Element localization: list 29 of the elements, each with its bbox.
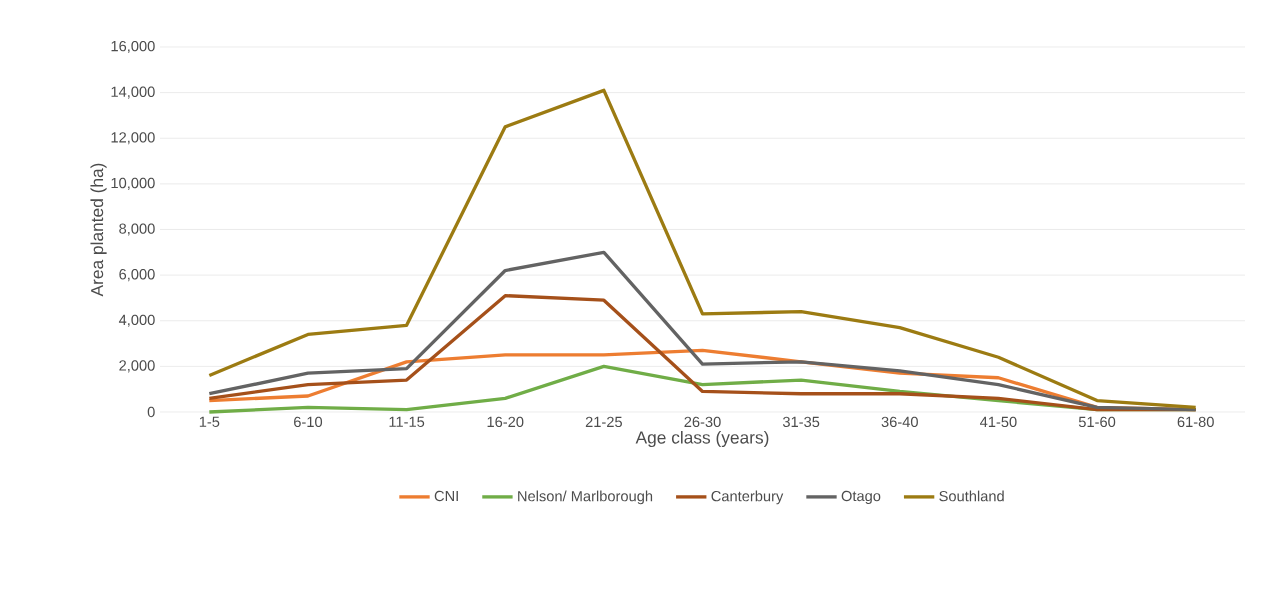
x-tick-label: 6-10 [294, 416, 323, 428]
x-tick-label: 1-5 [199, 416, 220, 427]
x-tick-label: 11-15 [389, 416, 425, 427]
y-axis-title: Area planted (ha) [90, 163, 107, 297]
x-tick-label: 21-25 [585, 416, 622, 428]
y-tick-label: 12,000 [111, 132, 155, 145]
y-tick-label: 14,000 [111, 86, 155, 99]
y-tick-label: 10,000 [111, 177, 155, 190]
x-tick-label: 51-60 [1078, 416, 1116, 428]
x-tick-label: 26-30 [684, 416, 721, 428]
x-tick-label: 31-35 [782, 416, 820, 428]
x-axis-title: Age class (years) [635, 430, 769, 448]
y-tick-label: 8,000 [119, 223, 155, 236]
legend-label: Canterbury [711, 490, 784, 505]
x-tick-label: 61-80 [1177, 416, 1214, 428]
y-tick-label: 6,000 [119, 269, 155, 282]
line-series [207, 250, 1198, 412]
legend-label: Southland [939, 490, 1004, 502]
y-tick-label: 0 [147, 406, 155, 418]
line-series [207, 88, 1198, 410]
legend-label: Nelson/ Marlborough [518, 490, 653, 505]
x-tick-label: 16-20 [487, 416, 524, 428]
legend-label: Otago [841, 490, 881, 505]
y-tick-label: 2,000 [119, 360, 155, 373]
y-tick-label: 4,000 [118, 314, 155, 327]
x-tick-label: 36-40 [881, 416, 918, 428]
x-tick-label: 41-50 [979, 416, 1017, 428]
legend-label: CNI [434, 490, 458, 502]
y-tick-label: 16,000 [111, 40, 155, 54]
